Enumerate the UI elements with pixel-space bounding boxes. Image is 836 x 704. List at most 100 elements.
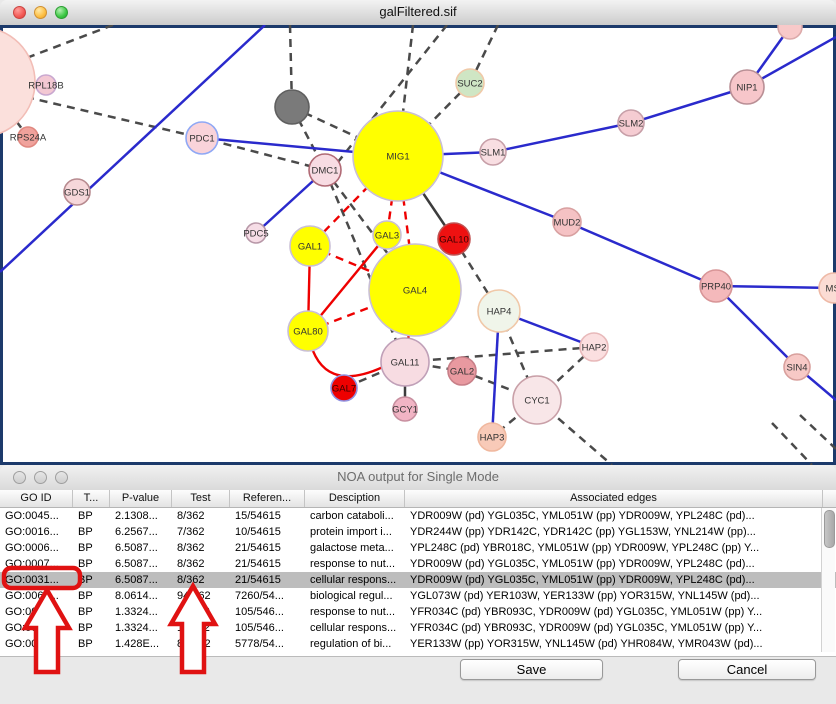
table-cell[interactable]: 6.2567... — [115, 526, 158, 538]
graph-node-msi[interactable] — [818, 272, 836, 304]
graph-node-gal3[interactable] — [372, 220, 402, 250]
table-cell[interactable]: 8/362 — [177, 510, 205, 522]
graph-node-gal11[interactable] — [380, 337, 430, 387]
table-cell[interactable]: 105/546... — [235, 606, 284, 618]
graph-node-pdc5[interactable] — [245, 222, 267, 244]
zoom-button-inactive[interactable] — [55, 471, 68, 484]
table-cell[interactable]: BP — [78, 510, 93, 522]
graph-node-topright[interactable] — [777, 25, 803, 40]
table-cell[interactable]: 15/54615 — [235, 510, 281, 522]
graph-node-dmc1[interactable] — [308, 153, 342, 187]
minimize-button[interactable] — [34, 6, 47, 19]
table-cell[interactable]: GO:0065... — [5, 590, 59, 602]
table-cell[interactable]: YDR009W (pd) YGL035C, YML051W (pp) YDR00… — [410, 510, 755, 522]
table-cell[interactable]: 8/362 — [177, 558, 205, 570]
graph-edge[interactable] — [566, 220, 717, 288]
table-cell[interactable]: 5778/54... — [235, 638, 284, 650]
table-cell[interactable]: 21/54615 — [235, 558, 281, 570]
graph-edge[interactable] — [396, 25, 415, 157]
graph-node-mig1[interactable] — [352, 110, 444, 202]
graph-edge[interactable] — [771, 422, 813, 465]
graph-edge[interactable] — [329, 25, 448, 173]
table-cell[interactable]: YFR034C (pd) YBR093C, YDR009W (pd) YGL03… — [410, 622, 763, 634]
graph-edge[interactable] — [291, 105, 399, 158]
table-cell[interactable]: BP — [78, 638, 93, 650]
table-row[interactable]: GO:0007... BP 6.5087... 8/362 21/54615 respon… — [0, 556, 836, 572]
graph-node-slm1[interactable] — [479, 138, 507, 166]
network-canvas[interactable]: RPL18B RPS24A GDS1 PDC1 DMC1 MIG1 SUC2 SLM1 SLM2… — [0, 25, 836, 465]
table-cell[interactable]: GO:0007... — [5, 558, 59, 570]
graph-edge[interactable] — [630, 85, 748, 125]
table-cell[interactable]: 21/54615 — [235, 542, 281, 554]
table-cell[interactable]: carbon cataboli... — [310, 510, 394, 522]
table-cell[interactable]: 1.428E... — [115, 638, 160, 650]
table-cell[interactable]: GO:0031... — [5, 622, 59, 634]
graph-node-gal7[interactable] — [330, 374, 358, 402]
graph-node-slm2[interactable] — [617, 109, 645, 137]
graph-node-gal1[interactable] — [289, 225, 331, 267]
table-cell[interactable]: biological regul... — [310, 590, 393, 602]
cancel-button[interactable]: Cancel — [678, 659, 816, 680]
table-cell[interactable]: response to nut... — [310, 606, 395, 618]
table-cell[interactable]: 11/362 — [177, 622, 210, 634]
zoom-button[interactable] — [55, 6, 68, 19]
table-cell[interactable]: BP — [78, 606, 93, 618]
column-header-p-value[interactable]: P-value — [110, 490, 172, 507]
table-cell[interactable]: BP — [78, 574, 93, 586]
table-cell[interactable]: GO:0045... — [5, 510, 59, 522]
scrollbar-thumb[interactable] — [824, 510, 835, 548]
table-cell[interactable]: 6.5087... — [115, 558, 158, 570]
graph-node-rps24a[interactable] — [17, 126, 39, 148]
column-header-referen-[interactable]: Referen... — [230, 490, 305, 507]
table-cell[interactable]: 7260/54... — [235, 590, 284, 602]
table-cell[interactable]: YDR009W (pd) YGL035C, YML051W (pp) YDR00… — [410, 558, 755, 570]
table-cell[interactable]: YFR034C (pd) YBR093C, YDR009W (pd) YGL03… — [410, 606, 763, 618]
table-cell[interactable]: 80/362 — [177, 638, 211, 650]
graph-node-hap4[interactable] — [477, 289, 521, 333]
table-row[interactable]: GO:0031... BP 1.3324... 11/362 105/546... res… — [0, 604, 836, 620]
table-cell[interactable]: 105/546... — [235, 622, 284, 634]
table-cell[interactable]: 8.0614... — [115, 590, 158, 602]
graph-edge[interactable] — [343, 360, 406, 390]
table-cell[interactable]: GO:0006... — [5, 542, 59, 554]
table-cell[interactable]: 6.5087... — [115, 542, 158, 554]
graph-node-gal2[interactable] — [447, 356, 477, 386]
graph-node-cyc1[interactable] — [512, 375, 562, 425]
graph-edge[interactable] — [468, 25, 500, 84]
graph-node-graynode[interactable] — [274, 89, 310, 125]
table-cell[interactable]: BP — [78, 526, 93, 538]
save-button[interactable]: Save — [460, 659, 603, 680]
table-cell[interactable]: 11/362 — [177, 606, 210, 618]
graph-node-gds1[interactable] — [63, 178, 91, 206]
table-row[interactable]: GO:0065... BP 8.0614... 94/362 7260/54... bio… — [0, 588, 836, 604]
noa-window-titlebar[interactable]: NOA output for Single Mode — [0, 465, 836, 491]
graph-node-bigpink[interactable] — [0, 27, 36, 137]
minimize-button-inactive[interactable] — [34, 471, 47, 484]
table-cell[interactable]: galactose meta... — [310, 542, 394, 554]
table-row[interactable]: GO:0045... BP 2.1308... 8/362 15/54615 carbon… — [0, 508, 836, 524]
graph-node-nip1[interactable] — [729, 69, 765, 105]
table-cell[interactable]: BP — [78, 542, 93, 554]
table-cell[interactable]: 21/54615 — [235, 574, 281, 586]
table-cell[interactable]: YGL073W (pd) YER103W, YER133W (pp) YOR31… — [410, 590, 760, 602]
table-cell[interactable]: BP — [78, 590, 93, 602]
graph-node-prp40[interactable] — [699, 269, 733, 303]
graph-node-mud2[interactable] — [552, 207, 582, 237]
graph-node-gal10[interactable] — [437, 222, 471, 256]
network-window-titlebar[interactable]: galFiltered.sif — [0, 0, 836, 26]
table-cell[interactable]: GO:0031... — [5, 574, 59, 586]
graph-edge[interactable] — [0, 25, 266, 273]
graph-node-pdc1[interactable] — [185, 121, 219, 155]
table-cell[interactable]: protein import i... — [310, 526, 392, 538]
graph-edge[interactable] — [715, 285, 798, 368]
table-cell[interactable]: 6.5087... — [115, 574, 158, 586]
table-cell[interactable]: GO:0016... — [5, 526, 59, 538]
table-cell[interactable]: 8/362 — [177, 542, 205, 554]
table-row[interactable]: GO:0031... BP 6.5087... 8/362 21/54615 cellul… — [0, 572, 836, 588]
table-row[interactable]: GO:0016... BP 6.2567... 7/362 10/54615 protei… — [0, 524, 836, 540]
table-cell[interactable]: YDR009W (pd) YGL035C, YML051W (pp) YDR00… — [410, 574, 755, 586]
graph-node-suc2[interactable] — [455, 68, 485, 98]
graph-edge[interactable] — [324, 169, 416, 291]
table-scrollbar[interactable] — [821, 508, 835, 652]
graph-edge[interactable] — [404, 345, 595, 364]
